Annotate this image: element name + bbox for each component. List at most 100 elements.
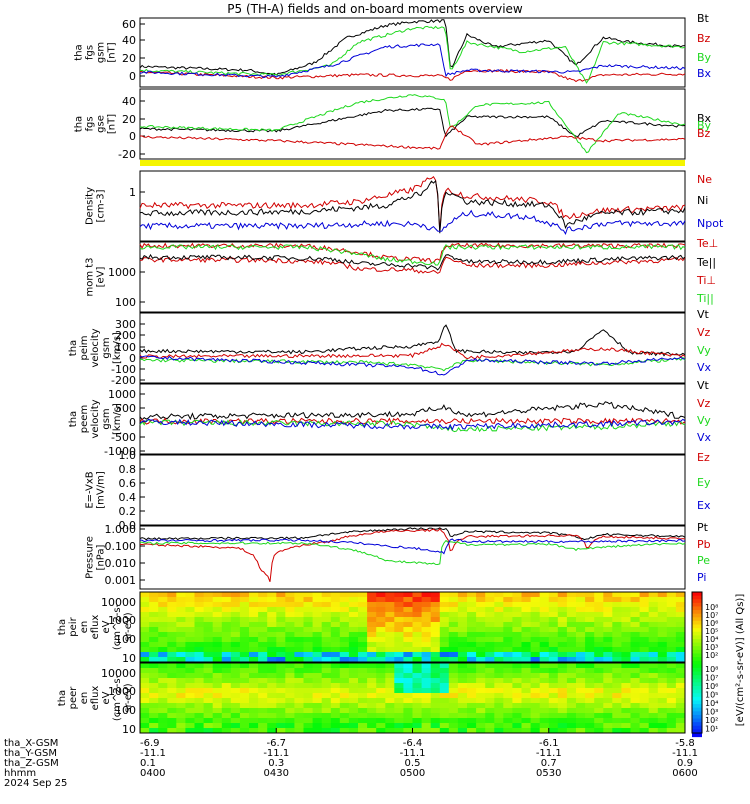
peer_spectrogram-cell — [603, 708, 613, 714]
peer_spectrogram-cell — [657, 708, 668, 714]
peer_spectrogram-cell — [149, 703, 159, 709]
peer_spectrogram-cell — [494, 713, 504, 719]
temperature-legend-3: Ti|| — [696, 292, 714, 305]
peer_spectrogram-cell — [476, 728, 486, 734]
peer_spectrogram-cell — [348, 723, 359, 729]
peir_spectrogram-cell — [476, 607, 486, 613]
peer_spectrogram-cell — [594, 703, 604, 709]
peir_spectrogram-cell — [512, 647, 522, 653]
peir_spectrogram-cell — [249, 642, 259, 648]
peir_spectrogram-cell — [394, 607, 404, 613]
peer_spectrogram-cell — [457, 703, 468, 709]
peir_spectrogram-cell — [312, 617, 323, 623]
peir_spectrogram-cell — [348, 642, 359, 648]
peir_spectrogram-cell — [330, 617, 341, 623]
peir_spectrogram-cell — [557, 602, 568, 608]
peir_spectrogram-cell — [403, 647, 413, 653]
peir_spectrogram-cell — [167, 652, 177, 658]
peer_spectrogram-cell — [185, 668, 195, 674]
peer_spectrogram-cell — [330, 688, 341, 694]
peer_spectrogram-cell — [203, 703, 214, 709]
peer_spectrogram-cell — [485, 673, 495, 679]
peir_spectrogram-cell — [303, 652, 314, 658]
peer_spectrogram-cell — [576, 673, 586, 679]
peer_spectrogram-cell — [557, 673, 568, 679]
pressure-ylabel-line: Pressure — [85, 536, 96, 579]
peir_spectrogram-cell — [185, 617, 195, 623]
xaxis-value: 0.9 — [677, 758, 693, 769]
peer_spectrogram-cell — [675, 698, 686, 704]
peer_spectrogram-cell — [258, 688, 268, 694]
peir_spectrogram-cell — [385, 617, 395, 623]
peer_spectrogram-cell — [285, 683, 295, 689]
peir_spectrogram-cell — [276, 637, 286, 643]
peer_spectrogram-cell — [585, 668, 595, 674]
peir_spectrogram-cell — [612, 622, 622, 628]
peir_spectrogram-cell — [494, 592, 504, 598]
peir_spectrogram-cell — [140, 597, 150, 603]
peer_spectrogram-cell — [367, 683, 377, 689]
peer_spectrogram-cell — [348, 713, 359, 719]
peir_spectrogram-cell — [512, 612, 522, 618]
peer_spectrogram-cell — [249, 678, 259, 684]
peer_spectrogram-cell — [394, 668, 404, 674]
peer_spectrogram-cell — [212, 718, 223, 724]
peer_spectrogram-cell — [412, 708, 423, 714]
peir_spectrogram-cell — [439, 622, 450, 628]
peir_spectrogram-cell — [212, 622, 223, 628]
peir_spectrogram-cell — [657, 617, 668, 623]
peer_spectrogram-cell — [621, 678, 631, 684]
peir_spectrogram-cell — [439, 632, 450, 638]
peer_spectrogram-cell — [448, 668, 459, 674]
peir_spectrogram-cell — [530, 602, 541, 608]
peer_spectrogram-cell — [439, 668, 450, 674]
peer_spectrogram-cell — [666, 718, 677, 724]
peer_spectrogram-cell — [376, 693, 386, 699]
fgs_gsm-legend-0: Bt — [697, 12, 710, 25]
colorbar-cell — [692, 678, 702, 683]
peer_spectrogram-cell — [230, 708, 241, 714]
xaxis-value: 0.1 — [140, 758, 156, 769]
peer_spectrogram-cell — [603, 703, 613, 709]
peir_spectrogram-cell — [394, 657, 404, 663]
peer_spectrogram-cell — [385, 713, 395, 719]
peer_spectrogram-cell — [612, 668, 622, 674]
peer_spectrogram-cell — [621, 708, 631, 714]
peer_spectrogram-cell — [630, 693, 641, 699]
peir_spectrogram-cell — [403, 657, 413, 663]
peir_spectrogram-cell — [485, 607, 495, 613]
peer_spectrogram-cell — [639, 698, 650, 704]
peer_spectrogram-cell — [412, 693, 423, 699]
peir_spectrogram-cell — [367, 612, 377, 618]
peim_velocity-series-0 — [139, 324, 686, 357]
peir_spectrogram-cell — [394, 617, 404, 623]
peir_spectrogram-cell — [339, 597, 350, 603]
peer_spectrogram-cell — [530, 708, 541, 714]
peer_spectrogram-cell — [639, 693, 650, 699]
peer_spectrogram-cell — [457, 678, 468, 684]
peir_spectrogram-cell — [439, 592, 450, 598]
peir_spectrogram-cell — [675, 612, 686, 618]
peir_spectrogram-cell — [185, 652, 195, 658]
peer_spectrogram-cell — [675, 718, 686, 724]
peir_spectrogram-cell — [448, 657, 459, 663]
peer_spectrogram-cell — [557, 683, 568, 689]
peer_spectrogram-cell — [403, 663, 413, 669]
peir_spectrogram-cell — [194, 597, 205, 603]
fgs_gsm-ylabel-line: [nT] — [107, 42, 118, 62]
temperature-ylabel-line: [eV] — [96, 267, 107, 288]
peir_spectrogram-cell — [494, 607, 504, 613]
peer_spectrogram-cell — [457, 718, 468, 724]
peer_spectrogram-cell — [212, 688, 223, 694]
peer_spectrogram-cell — [203, 698, 214, 704]
peir_spectrogram-cell — [267, 652, 277, 658]
peer_spectrogram-cell — [303, 663, 314, 669]
peir_spectrogram-cell — [657, 612, 668, 618]
peir_spectrogram-cell — [557, 652, 568, 658]
peir_spectrogram-cell — [503, 617, 513, 623]
peir_spectrogram-cell — [585, 617, 595, 623]
peer_spectrogram-cell — [194, 713, 205, 719]
density-ylabel-line: Density — [85, 187, 96, 225]
peer_spectrogram-cell — [167, 723, 177, 729]
colorbar-cell — [692, 714, 702, 720]
